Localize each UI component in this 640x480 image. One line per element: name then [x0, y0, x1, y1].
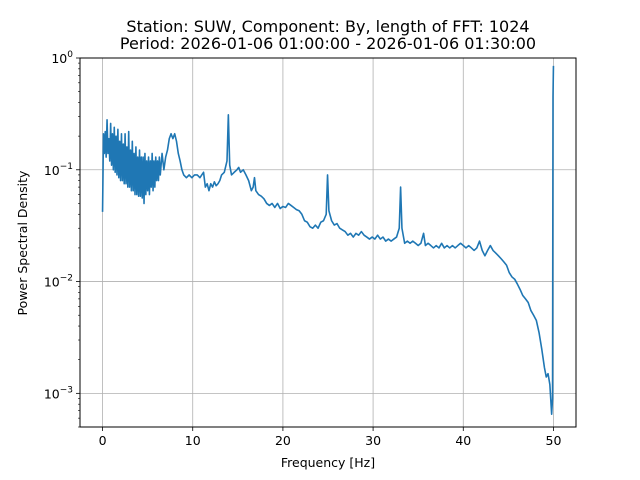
- x-axis-ticks: 0 10 20 30 40 50: [99, 427, 562, 448]
- x-tick-label: 50: [546, 433, 562, 448]
- y-tick-label-base: 10: [44, 275, 60, 290]
- plot-frame: [79, 57, 577, 428]
- y-tick-label: 100: [51, 50, 73, 66]
- y-tick-label-base: 10: [44, 163, 60, 178]
- x-tick-label: 0: [99, 433, 107, 448]
- y-tick-label: 10−2: [44, 274, 73, 290]
- x-tick-label: 10: [185, 433, 201, 448]
- y-axis-label: Power Spectral Density: [15, 170, 30, 315]
- chart-title-line-1: Station: SUW, Component: By, length of F…: [126, 17, 529, 36]
- y-tick-label-exponent: −1: [60, 162, 73, 172]
- y-tick-label-exponent: −2: [60, 274, 73, 284]
- x-tick-label: 30: [365, 433, 381, 448]
- y-tick-label: 10−3: [44, 385, 73, 401]
- x-tick-label: 20: [275, 433, 291, 448]
- x-axis-label: Frequency [Hz]: [281, 455, 375, 470]
- y-tick-label-base: 10: [44, 386, 60, 401]
- series-layer: [101, 65, 555, 416]
- psd-series-line: [101, 65, 555, 416]
- y-tick-label-exponent: −3: [60, 385, 73, 395]
- chart-title-line-2: Period: 2026-01-06 01:00:00 - 2026-01-06…: [120, 34, 536, 53]
- y-tick-label: 10−1: [44, 162, 73, 178]
- y-tick-label-exponent: 0: [67, 50, 73, 60]
- x-tick-label: 40: [455, 433, 471, 448]
- y-tick-label-base: 10: [51, 51, 67, 66]
